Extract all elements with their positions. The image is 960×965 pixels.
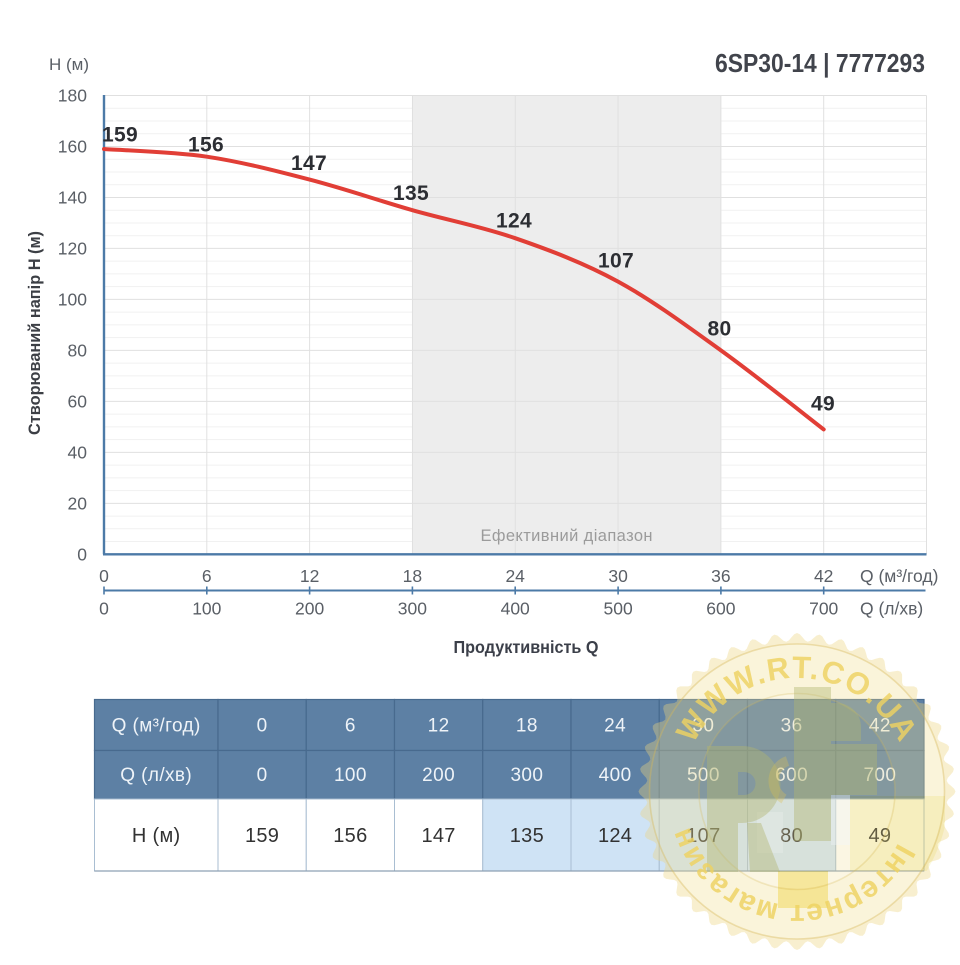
svg-text:135: 135 [393, 182, 429, 205]
svg-text:Створюваний напір H (м): Створюваний напір H (м) [25, 231, 44, 435]
svg-text:0: 0 [77, 544, 87, 564]
svg-text:Q (м³/год): Q (м³/год) [112, 716, 201, 737]
svg-text:200: 200 [295, 599, 324, 619]
svg-text:500: 500 [603, 599, 632, 619]
svg-text:600: 600 [775, 765, 808, 786]
svg-text:100: 100 [58, 289, 87, 309]
svg-text:140: 140 [58, 188, 87, 208]
svg-text:100: 100 [334, 765, 367, 786]
svg-text:80: 80 [780, 825, 803, 847]
svg-text:124: 124 [496, 210, 532, 233]
svg-text:Ефективний діапазон: Ефективний діапазон [480, 527, 653, 545]
svg-text:42: 42 [869, 716, 891, 737]
svg-text:80: 80 [708, 318, 732, 341]
svg-text:135: 135 [510, 825, 544, 847]
svg-text:600: 600 [706, 599, 735, 619]
svg-text:107: 107 [598, 250, 634, 273]
svg-text:24: 24 [505, 566, 525, 586]
svg-text:300: 300 [398, 599, 427, 619]
svg-text:300: 300 [510, 765, 543, 786]
svg-text:100: 100 [192, 599, 221, 619]
svg-text:Q (м³/год): Q (м³/год) [860, 566, 938, 586]
svg-text:6: 6 [202, 566, 212, 586]
svg-text:36: 36 [711, 566, 730, 586]
svg-text:147: 147 [291, 152, 327, 175]
svg-text:Q (л/хв): Q (л/хв) [860, 599, 923, 619]
svg-text:0: 0 [257, 716, 268, 737]
svg-text:6: 6 [345, 716, 356, 737]
svg-text:107: 107 [686, 825, 720, 847]
svg-text:18: 18 [403, 566, 422, 586]
svg-text:12: 12 [300, 566, 319, 586]
svg-text:159: 159 [245, 825, 279, 847]
svg-text:H (м): H (м) [132, 825, 181, 847]
svg-text:180: 180 [58, 86, 87, 106]
svg-text:40: 40 [68, 442, 88, 462]
svg-text:156: 156 [188, 134, 224, 157]
svg-text:Q (л/хв): Q (л/хв) [120, 765, 192, 786]
svg-text:200: 200 [422, 765, 455, 786]
svg-text:147: 147 [421, 825, 455, 847]
svg-text:156: 156 [333, 825, 367, 847]
svg-text:24: 24 [604, 716, 626, 737]
svg-text:159: 159 [102, 124, 138, 147]
svg-text:120: 120 [58, 238, 87, 258]
svg-text:20: 20 [68, 493, 88, 513]
svg-text:0: 0 [99, 599, 109, 619]
svg-text:0: 0 [257, 765, 268, 786]
svg-text:30: 30 [608, 566, 628, 586]
svg-text:700: 700 [809, 599, 838, 619]
svg-text:80: 80 [68, 340, 88, 360]
svg-text:H (м): H (м) [49, 55, 89, 74]
svg-text:6SP30-14 | 7777293: 6SP30-14 | 7777293 [715, 48, 925, 78]
svg-text:18: 18 [516, 716, 538, 737]
svg-text:400: 400 [599, 765, 632, 786]
svg-text:700: 700 [863, 765, 896, 786]
svg-text:49: 49 [811, 393, 835, 416]
svg-text:30: 30 [692, 716, 714, 737]
svg-text:60: 60 [68, 391, 88, 411]
svg-text:12: 12 [428, 716, 450, 737]
svg-text:36: 36 [781, 716, 803, 737]
svg-text:0: 0 [99, 566, 109, 586]
svg-text:124: 124 [598, 825, 632, 847]
svg-text:160: 160 [58, 137, 87, 157]
svg-text:42: 42 [814, 566, 833, 586]
svg-text:Продуктивність Q: Продуктивність Q [454, 637, 599, 657]
svg-text:500: 500 [687, 765, 720, 786]
svg-text:400: 400 [501, 599, 530, 619]
